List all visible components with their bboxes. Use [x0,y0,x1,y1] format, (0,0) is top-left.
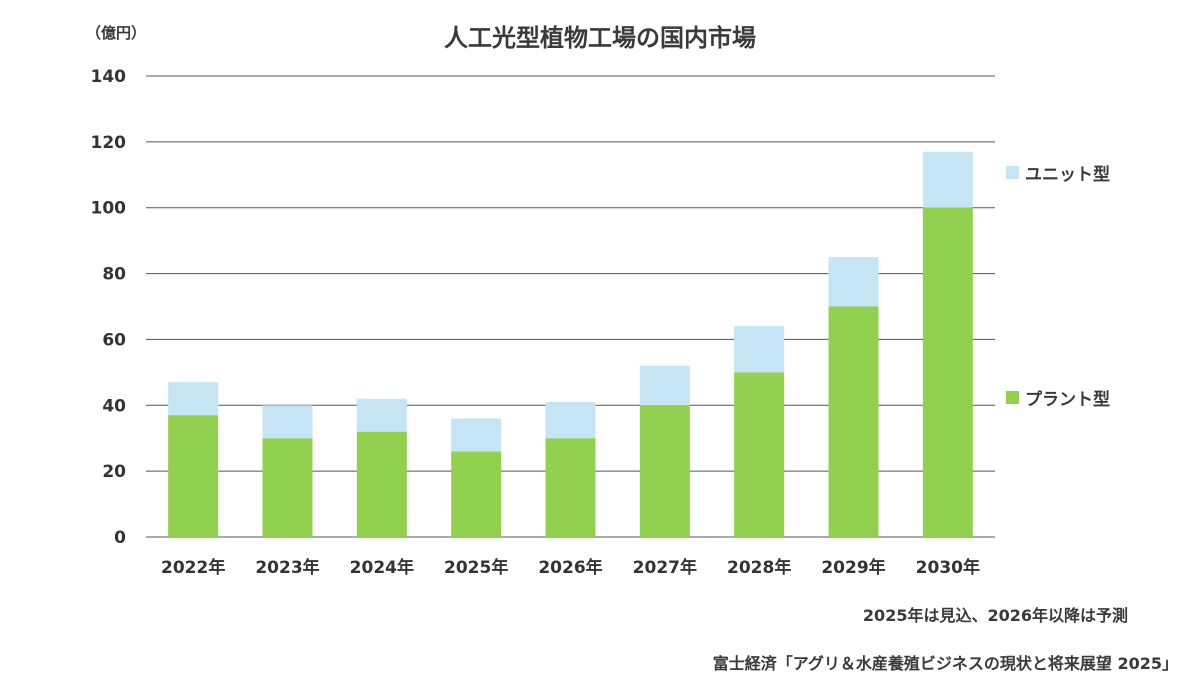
bar-unit [451,418,502,452]
legend-label-plant: プラント型 [1025,390,1110,410]
legend-item-plant: プラント型 [1006,385,1110,410]
x-tick-label: 2025年 [444,557,508,578]
y-tick-label: 140 [91,67,127,87]
x-tick-label: 2022年 [161,557,225,578]
bar-plant [922,207,973,537]
y-tick-label: 120 [91,133,127,153]
source-credit: 富士経済「アグリ＆水産養殖ビジネスの現状と将来展望 2025」 [712,654,1178,673]
chart-title: 人工光型植物工場の国内市場 [444,24,756,52]
bar-unit [168,382,219,416]
bar-unit [545,401,596,439]
legend-item-unit: ユニット型 [1006,160,1110,185]
bar-plant [356,431,407,537]
x-tick-label: 2027年 [633,557,697,578]
legend-swatch-plant [1006,391,1019,404]
x-tick-label: 2028年 [727,557,791,578]
y-tick-label: 100 [91,199,127,219]
legend-swatch-unit [1006,166,1019,179]
bar-plant [734,372,785,537]
legend-label-unit: ユニット型 [1025,165,1110,185]
bar-unit [922,151,973,208]
bar-unit [639,365,690,406]
y-tick-label: 0 [114,528,126,548]
y-tick-label: 40 [102,396,126,416]
bar-plant [639,405,690,537]
forecast-note: 2025年は見込、2026年以降は予測 [862,606,1128,625]
bar-plant [262,438,313,537]
x-tick-label: 2024年 [350,557,414,578]
bar-plant [451,451,502,537]
bar-unit [828,257,879,307]
x-tick-label: 2026年 [538,557,602,578]
x-tick-label: 2029年 [821,557,885,578]
bar-plant [545,438,596,537]
y-unit-label: （億円） [86,24,147,42]
x-tick-label: 2030年 [916,557,980,578]
bar-unit [356,398,407,432]
y-tick-label: 80 [102,265,126,285]
y-tick-label: 20 [102,462,126,482]
y-tick-label: 60 [102,330,126,350]
bar-plant [828,306,879,537]
bar-plant [168,415,219,537]
bar-unit [262,405,313,439]
bar-unit [734,326,785,373]
x-tick-label: 2023年 [255,557,319,578]
